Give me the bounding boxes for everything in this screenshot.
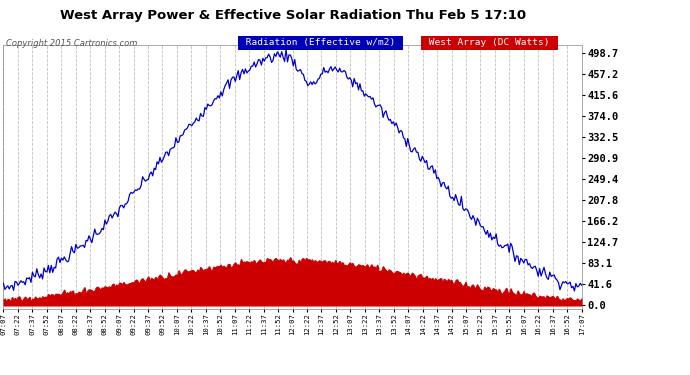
Text: West Array Power & Effective Solar Radiation Thu Feb 5 17:10: West Array Power & Effective Solar Radia… <box>60 9 526 22</box>
Text: Radiation (Effective w/m2): Radiation (Effective w/m2) <box>240 38 401 47</box>
Text: West Array (DC Watts): West Array (DC Watts) <box>423 38 555 47</box>
Text: Copyright 2015 Cartronics.com: Copyright 2015 Cartronics.com <box>6 39 137 48</box>
